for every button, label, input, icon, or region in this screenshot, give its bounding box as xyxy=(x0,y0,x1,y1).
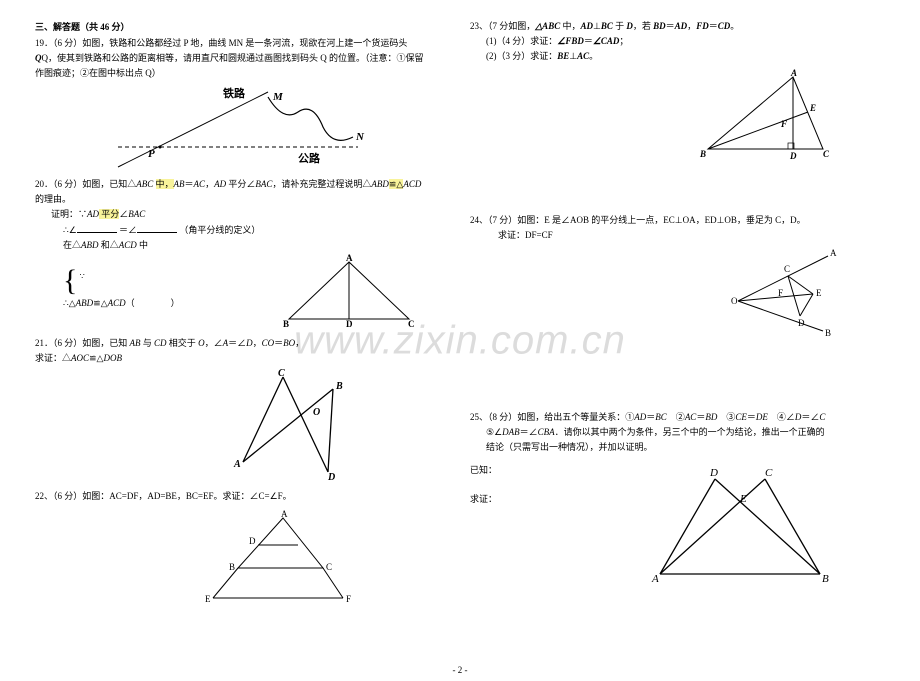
q19-line2: QQ，使其到铁路和公路的距离相等，请用直尺和圆规通过画图找到码头 Q 的位置。（… xyxy=(35,52,440,65)
svg-text:A: A xyxy=(346,254,353,263)
q25-prove: 求证： xyxy=(470,493,595,506)
svg-text:D: D xyxy=(709,467,718,479)
q24-line2: 求证：DF=CF xyxy=(470,229,885,242)
q19-N: N xyxy=(355,131,365,143)
svg-text:B: B xyxy=(699,149,706,159)
q19-rail: 铁路 xyxy=(223,86,246,100)
q21-line1: 21．（6 分）如图，已知 AB 与 CD 相交于 O，∠A＝∠D，CO＝BO， xyxy=(35,337,440,350)
svg-text:E: E xyxy=(739,493,747,505)
q21-figure: C B O A D xyxy=(35,367,440,482)
q20-proof2: ∴∠ ＝∠ （角平分线的定义） xyxy=(35,223,440,237)
svg-text:D: D xyxy=(249,536,256,546)
q19-line1: 19．（6 分）如图，铁路和公路都经过 P 地，曲线 MN 是一条河流，现欲在河… xyxy=(35,37,440,50)
q25-known: 已知： xyxy=(470,464,595,477)
q23-figure: A E F B D C xyxy=(470,69,885,164)
q19-P: P xyxy=(148,148,155,160)
right-column: 23、（7 分如图，△ABC 中，AD⊥BC 于 D，若 BD＝AD，FD＝CD… xyxy=(460,0,920,681)
svg-text:D: D xyxy=(327,472,335,482)
svg-text:E: E xyxy=(809,103,816,113)
q21-line2: 求证：△AOC≌△DOB xyxy=(35,352,440,365)
q23-sub1: (1)（4 分）求证：∠FBD＝∠CAD； xyxy=(470,35,885,48)
q20-brace: { ∵ xyxy=(35,271,258,291)
q19-road: 公路 xyxy=(298,151,321,165)
svg-text:D: D xyxy=(798,318,805,328)
q19-line3: 作图痕迹；②在图中标出点 Q） xyxy=(35,67,440,80)
q25-line3: 结论（只需写出一种情况），并加以证明。 xyxy=(470,441,885,454)
svg-text:C: C xyxy=(823,149,830,159)
page: 三、解答题（共 46 分） 19．（6 分）如图，铁路和公路都经过 P 地，曲线… xyxy=(0,0,920,681)
q24-figure: O A B C D E F xyxy=(470,246,885,341)
svg-text:A: A xyxy=(233,459,241,470)
svg-text:F: F xyxy=(778,288,783,298)
svg-text:B: B xyxy=(825,328,831,338)
q19-figure: P 铁路 M N 公路 xyxy=(35,82,440,172)
q23-sub2: (2)（3 分）求证：BE⊥AC。 xyxy=(470,50,885,63)
q20-proof1: 证明：∵AD 平分∠BAC xyxy=(35,208,440,221)
svg-text:E: E xyxy=(205,594,211,604)
svg-text:A: A xyxy=(281,510,288,519)
svg-text:C: C xyxy=(278,368,285,379)
page-footer: - 2 - xyxy=(453,665,468,675)
left-column: 三、解答题（共 46 分） 19．（6 分）如图，铁路和公路都经过 P 地，曲线… xyxy=(0,0,460,681)
svg-text:B: B xyxy=(229,562,235,572)
q25-figure: D C E A B xyxy=(595,464,886,584)
svg-text:B: B xyxy=(822,573,829,584)
svg-text:E: E xyxy=(816,288,822,298)
svg-text:O: O xyxy=(731,296,738,306)
q22-figure: A D B C E F xyxy=(35,510,440,610)
svg-text:F: F xyxy=(346,594,351,604)
q24-line1: 24、（7 分）如图：E 是∠AOB 的平分线上一点，EC⊥OA，ED⊥OB，垂… xyxy=(470,214,885,227)
q20-proof3: 在△ABD 和△ACD 中 xyxy=(35,239,440,252)
svg-text:C: C xyxy=(765,467,773,479)
svg-text:C: C xyxy=(784,264,790,274)
svg-text:A: A xyxy=(790,69,797,78)
q23-line1: 23、（7 分如图，△ABC 中，AD⊥BC 于 D，若 BD＝AD，FD＝CD… xyxy=(470,20,885,33)
q20-figure: A B D C xyxy=(258,254,440,329)
svg-text:B: B xyxy=(335,381,343,392)
q22-line1: 22、（6 分）如图：AC=DF，AD=BE，BC=EF。求证：∠C=∠F。 xyxy=(35,490,440,503)
svg-text:C: C xyxy=(408,319,415,329)
svg-text:A: A xyxy=(830,248,837,258)
q19-M: M xyxy=(272,91,284,103)
svg-text:C: C xyxy=(326,562,332,572)
q20-line1: 20．（6 分）如图，已知△ABC 中，AB＝AC，AD 平分∠BAC，请补充完… xyxy=(35,178,440,191)
q25-line1: 25、（8 分）如图，给出五个等量关系：①AD＝BC ②AC＝BD ③CE＝DE… xyxy=(470,411,885,424)
q20-line2: 的理由。 xyxy=(35,193,440,206)
q25-line2: ⑤∠DAB＝∠CBA．请你以其中两个为条件，另三个中的一个为结论，推出一个正确的 xyxy=(470,426,885,439)
svg-text:A: A xyxy=(651,573,659,584)
section-title: 三、解答题（共 46 分） xyxy=(35,20,440,33)
svg-text:D: D xyxy=(346,319,353,329)
svg-text:D: D xyxy=(789,151,797,161)
svg-text:F: F xyxy=(780,119,787,129)
q20-proof4: ∴△ABD≌△ACD（ ） xyxy=(35,297,258,310)
svg-text:B: B xyxy=(283,319,289,329)
svg-text:O: O xyxy=(313,407,320,418)
